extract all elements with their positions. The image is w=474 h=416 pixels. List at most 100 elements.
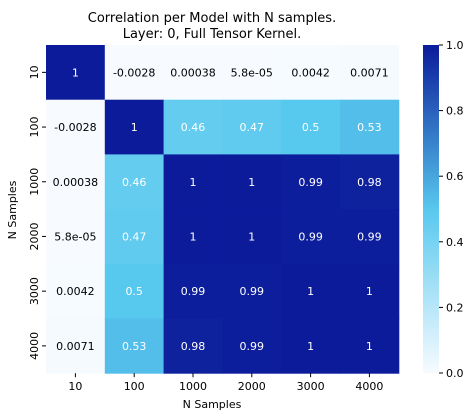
colorbar-tick-label: 0.2 [446,301,464,314]
heatmap-cell [222,263,282,319]
heatmap-cell [281,99,341,155]
cell-value-label: 0.53 [357,121,382,134]
cell-value-label: 0.99 [240,340,265,353]
heatmap-cell [222,99,282,155]
heatmap-cell [340,318,400,374]
cell-value-label: 0.99 [298,230,323,243]
cell-value-label: 0.0042 [291,66,330,79]
colorbar-tick-label: 0.0 [446,367,464,380]
heatmap-cell [46,99,106,155]
cell-value-label: 1 [307,340,314,353]
chart-subtitle: Layer: 0, Full Tensor Kernel. [123,27,302,42]
colorbar-ticks: 0.0 0.2 0.4 0.6 0.8 1.0 [439,39,464,380]
heatmap-cell [281,209,341,265]
cell-value-label: 0.99 [298,176,323,189]
colorbar-tick-label: 0.8 [446,105,464,118]
heatmap-cell [222,318,282,374]
x-tick-label: 10 [68,380,82,393]
cell-value-label: 1 [366,285,373,298]
heatmap-cell [163,99,223,155]
cell-value-label: 0.98 [181,340,206,353]
heatmap-cell [163,45,223,101]
y-tick-labels: 10 100 1000 2000 3000 4000 [28,65,46,360]
heatmap-cell [46,263,106,319]
y-tick-label: 2000 [28,222,41,250]
heatmap-cell [281,45,341,101]
heatmap-cell [281,318,341,374]
colorbar-tick-label: 0.6 [446,170,464,183]
heatmap-cells: 1 -0.0028 0.00038 5.8e-05 0.0042 0.0071 -0.002… [46,45,400,374]
heatmap-cell [46,154,106,210]
y-axis-label: N Samples [6,180,19,239]
colorbar-tick-label: 1.0 [446,39,464,52]
cell-value-label: 1 [190,230,197,243]
heatmap-cell [340,45,400,101]
heatmap-cell [104,45,165,101]
cell-value-label: 0.46 [122,176,147,189]
heatmap-cell [46,45,106,101]
y-tick-label: 3000 [28,277,41,305]
heatmap-cell [340,263,400,319]
cell-value-label: 0.98 [357,176,382,189]
cell-value-label: 0.0071 [56,340,95,353]
heatmap-cell [46,318,106,374]
cell-value-label: 1 [248,176,255,189]
heatmap-cell [340,209,400,265]
heatmap-cell [104,209,165,265]
x-tick-label: 4000 [355,380,383,393]
heatmap-cell [281,263,341,319]
heatmap-cell [163,318,223,374]
heatmap-cell [104,318,165,374]
cell-value-label: 1 [248,230,255,243]
cell-value-label: 5.8e-05 [54,230,96,243]
cell-value-label: 0.47 [122,230,147,243]
cell-value-label: -0.0028 [113,66,155,79]
cell-value-label: 1 [190,176,197,189]
cell-value-label: 1 [72,66,79,79]
cell-value-label: 0.00038 [53,176,99,189]
cell-value-label: 1 [366,340,373,353]
x-axis-label: N Samples [183,398,242,411]
x-tick-label: 2000 [238,380,266,393]
colorbar-tick-label: 0.4 [446,236,464,249]
chart-title: Correlation per Model with N samples. [88,11,336,26]
y-tick-label: 10 [28,65,41,79]
heatmap-cell [104,154,165,210]
cell-value-label: 0.99 [181,285,206,298]
cell-value-label: 0.0042 [56,285,95,298]
cell-value-label: 0.46 [181,121,206,134]
heatmap-cell [281,154,341,210]
heatmap-cell [163,263,223,319]
cell-value-label: 0.53 [122,340,147,353]
colorbar [423,45,439,373]
x-tick-label: 1000 [179,380,207,393]
heatmap-cell [104,99,165,155]
heatmap-cell [104,263,165,319]
y-tick-label: 4000 [28,332,41,360]
cell-value-label: 0.99 [357,230,382,243]
cell-value-label: 0.47 [240,121,265,134]
heatmap-cell [163,209,223,265]
cell-value-label: 5.8e-05 [231,66,273,79]
heatmap-cell [222,45,282,101]
heatmap-cell [46,209,106,265]
x-tick-label: 3000 [297,380,325,393]
cell-value-label: 0.5 [125,285,143,298]
cell-value-label: 0.00038 [170,66,216,79]
heatmap-cell [222,209,282,265]
heatmap-cell [340,99,400,155]
cell-value-label: -0.0028 [54,121,96,134]
heatmap-cell [340,154,400,210]
y-tick-label: 1000 [28,168,41,196]
x-tick-label: 100 [124,380,145,393]
cell-value-label: 1 [307,285,314,298]
cell-value-label: 0.0071 [350,66,389,79]
cell-value-label: 0.5 [302,121,320,134]
x-tick-labels: 10 100 1000 2000 3000 4000 [68,373,383,393]
cell-value-label: 0.99 [240,285,265,298]
heatmap-cell [222,154,282,210]
y-tick-label: 100 [28,117,41,138]
cell-value-label: 1 [131,121,138,134]
heatmap-cell [163,154,223,210]
